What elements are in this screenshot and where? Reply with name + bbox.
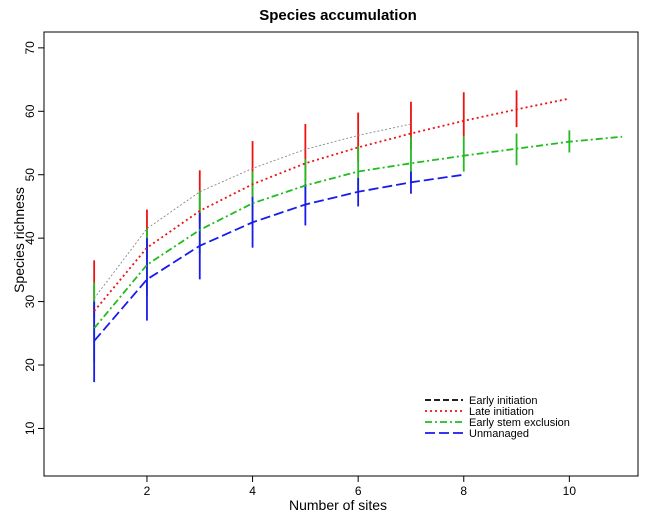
y-tick-label-60: 60 xyxy=(23,104,37,118)
y-tick-label-70: 70 xyxy=(23,41,37,55)
series-line-0 xyxy=(93,123,412,299)
chart-title: Species accumulation xyxy=(259,7,417,24)
y-tick-label-10: 10 xyxy=(23,421,37,435)
legend-label-1: Late initiation xyxy=(469,406,534,418)
error-bars-3 xyxy=(93,171,412,383)
series-line-2 xyxy=(93,135,623,329)
series-line-3 xyxy=(93,173,464,342)
series-line-1 xyxy=(93,97,570,312)
axes: 2 4 6 8 10 10 20 30 40 50 60 70 xyxy=(23,41,576,498)
plot-frame xyxy=(43,31,639,477)
series-layer xyxy=(93,90,623,383)
x-axis-label: Number of sites xyxy=(289,497,387,513)
y-tick-label-20: 20 xyxy=(23,358,37,372)
x-tick-label-4: 4 xyxy=(249,484,256,498)
y-tick-label-30: 30 xyxy=(23,295,37,309)
x-tick-label-10: 10 xyxy=(563,484,577,498)
legend-label-2: Early stem exclusion xyxy=(469,417,570,429)
y-tick-label-50: 50 xyxy=(23,168,37,182)
x-tick-label-6: 6 xyxy=(355,484,362,498)
legend-label-3: Unmanaged xyxy=(469,428,529,440)
legend-label-0: Early initiation xyxy=(469,395,537,407)
x-tick-label-2: 2 xyxy=(144,484,151,498)
x-tick-label-8: 8 xyxy=(460,484,467,498)
y-tick-label-40: 40 xyxy=(23,231,37,245)
y-axis-label: Species richness xyxy=(11,187,27,293)
error-bars-2 xyxy=(93,130,571,362)
